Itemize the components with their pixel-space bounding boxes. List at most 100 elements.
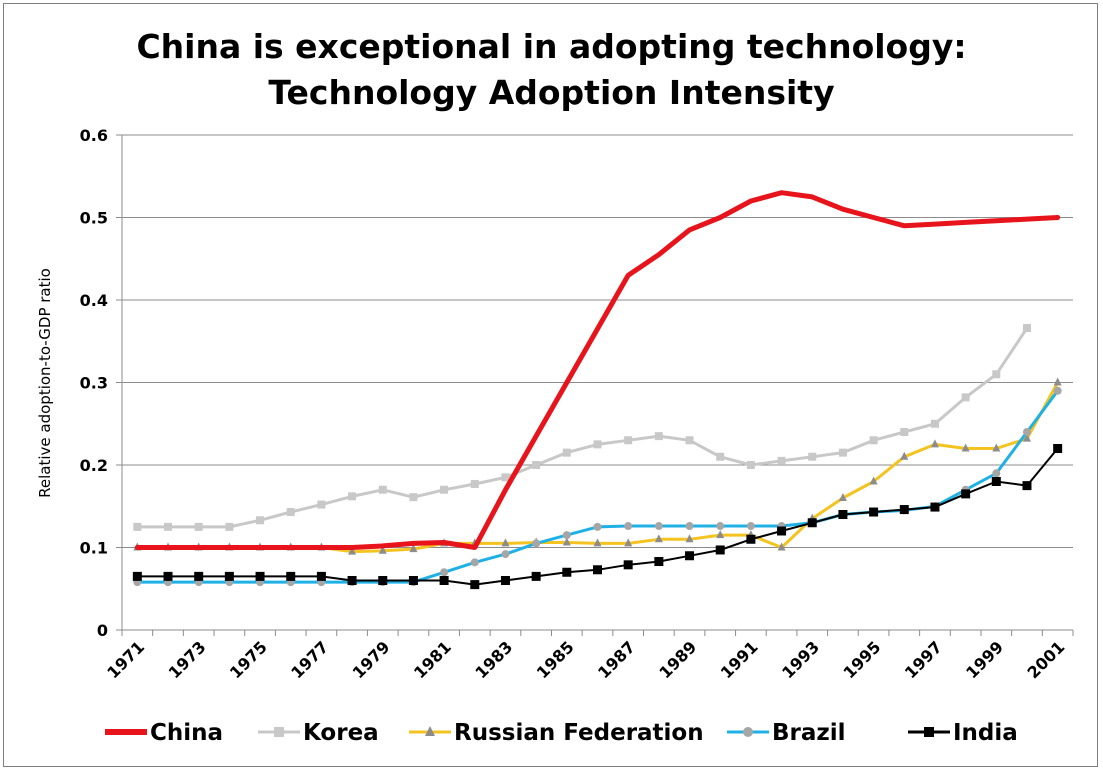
legend-label: Korea: [303, 720, 379, 746]
series-line: [134, 190, 1061, 550]
marker-triangle: [593, 538, 602, 547]
marker-square: [439, 576, 449, 585]
marker-circle: [532, 539, 541, 548]
marker-circle: [992, 469, 1001, 478]
marker-square: [132, 571, 142, 581]
legend-item-china: China: [105, 720, 223, 746]
x-tick-label: 1977: [287, 637, 332, 682]
x-tick-label: 1973: [165, 637, 210, 682]
marker-square: [348, 492, 357, 501]
series-brazil: [133, 386, 1062, 587]
marker-square: [654, 432, 663, 441]
marker-square: [961, 393, 970, 402]
y-tick-label: 0.5: [80, 209, 108, 228]
marker-circle: [440, 568, 449, 577]
marker-circle: [685, 522, 694, 531]
marker-circle: [501, 550, 510, 559]
marker-square: [838, 510, 848, 519]
marker-square: [715, 545, 725, 555]
marker-square: [274, 727, 284, 737]
marker-circle: [716, 522, 725, 531]
y-tick-label: 0.3: [80, 374, 108, 393]
marker-square: [378, 576, 388, 585]
series-lines: [132, 190, 1063, 590]
chart-title-line1: China is exceptional in adopting technol…: [136, 27, 967, 66]
marker-triangle: [409, 544, 418, 553]
marker-square: [808, 452, 817, 461]
legend: China Korea Russian Federation Brazil India: [105, 720, 1018, 746]
marker-circle: [746, 522, 755, 531]
gridlines: [122, 134, 1073, 548]
marker-circle: [470, 558, 479, 567]
marker-square: [500, 576, 510, 585]
marker-circle: [743, 727, 753, 737]
marker-square: [133, 522, 142, 531]
series-india: [132, 444, 1063, 590]
x-tick-label: 1997: [901, 637, 946, 682]
x-tick-label: 1999: [962, 637, 1007, 682]
marker-square: [1053, 444, 1063, 453]
marker-square: [317, 500, 326, 509]
marker-square: [593, 565, 602, 575]
marker-square: [930, 502, 940, 512]
axes: [116, 134, 1074, 636]
series-line: [135, 326, 1029, 529]
marker-square: [562, 448, 571, 457]
series-china: [134, 190, 1061, 550]
y-tick-label: 0.4: [80, 291, 108, 310]
marker-square: [408, 576, 418, 585]
marker-square: [685, 436, 694, 445]
series-line: [135, 389, 1060, 584]
legend-item-brazil: Brazil: [727, 720, 846, 746]
legend-label: India: [953, 720, 1018, 746]
marker-square: [746, 534, 756, 544]
marker-triangle: [716, 530, 725, 539]
x-tick-label: 1975: [226, 637, 271, 682]
marker-triangle: [777, 542, 786, 551]
x-tick-label: 1995: [840, 637, 885, 682]
marker-triangle: [624, 538, 633, 547]
y-tick-label: 0.2: [80, 456, 108, 475]
y-axis-label: Relative adoption-to-GDP ratio: [36, 268, 54, 498]
x-tick-label: 1985: [533, 637, 578, 682]
marker-square: [807, 518, 817, 528]
marker-circle: [624, 522, 633, 531]
legend-label: China: [150, 720, 223, 746]
marker-square: [286, 508, 295, 517]
marker-square: [224, 571, 234, 581]
marker-triangle: [425, 726, 435, 736]
marker-triangle: [654, 534, 663, 543]
x-tick-label: 1983: [471, 637, 516, 682]
marker-square: [255, 571, 265, 581]
marker-triangle: [838, 493, 847, 501]
marker-square: [1022, 324, 1031, 333]
x-tick-label: 1979: [349, 637, 394, 682]
chart-title-line2: Technology Adoption Intensity: [268, 73, 835, 112]
marker-triangle: [900, 451, 909, 460]
marker-triangle: [348, 546, 357, 555]
x-tick-label: 1971: [103, 637, 148, 682]
marker-triangle: [930, 439, 939, 448]
marker-square: [623, 560, 633, 570]
marker-circle: [593, 522, 602, 531]
marker-square: [930, 419, 939, 428]
chart-title: China is exceptional in adopting technol…: [4, 24, 1099, 116]
legend-item-india: India: [908, 720, 1018, 746]
marker-triangle: [1053, 377, 1062, 386]
marker-triangle: [562, 537, 571, 546]
marker-triangle: [685, 534, 694, 543]
marker-square: [869, 507, 879, 517]
marker-triangle: [992, 443, 1001, 452]
marker-square: [470, 580, 480, 590]
marker-triangle: [869, 476, 878, 485]
marker-square: [899, 505, 909, 515]
marker-square: [992, 370, 1001, 379]
x-tick-labels: 1971 1973 1975 1977 1979 1981 1983 1985 1987 1989…: [103, 637, 1068, 682]
marker-square: [991, 477, 1001, 486]
marker-square: [286, 571, 296, 581]
series-korea: [133, 324, 1031, 531]
y-tick-label: 0.1: [80, 539, 108, 558]
marker-square: [256, 516, 265, 525]
marker-square: [924, 727, 934, 737]
